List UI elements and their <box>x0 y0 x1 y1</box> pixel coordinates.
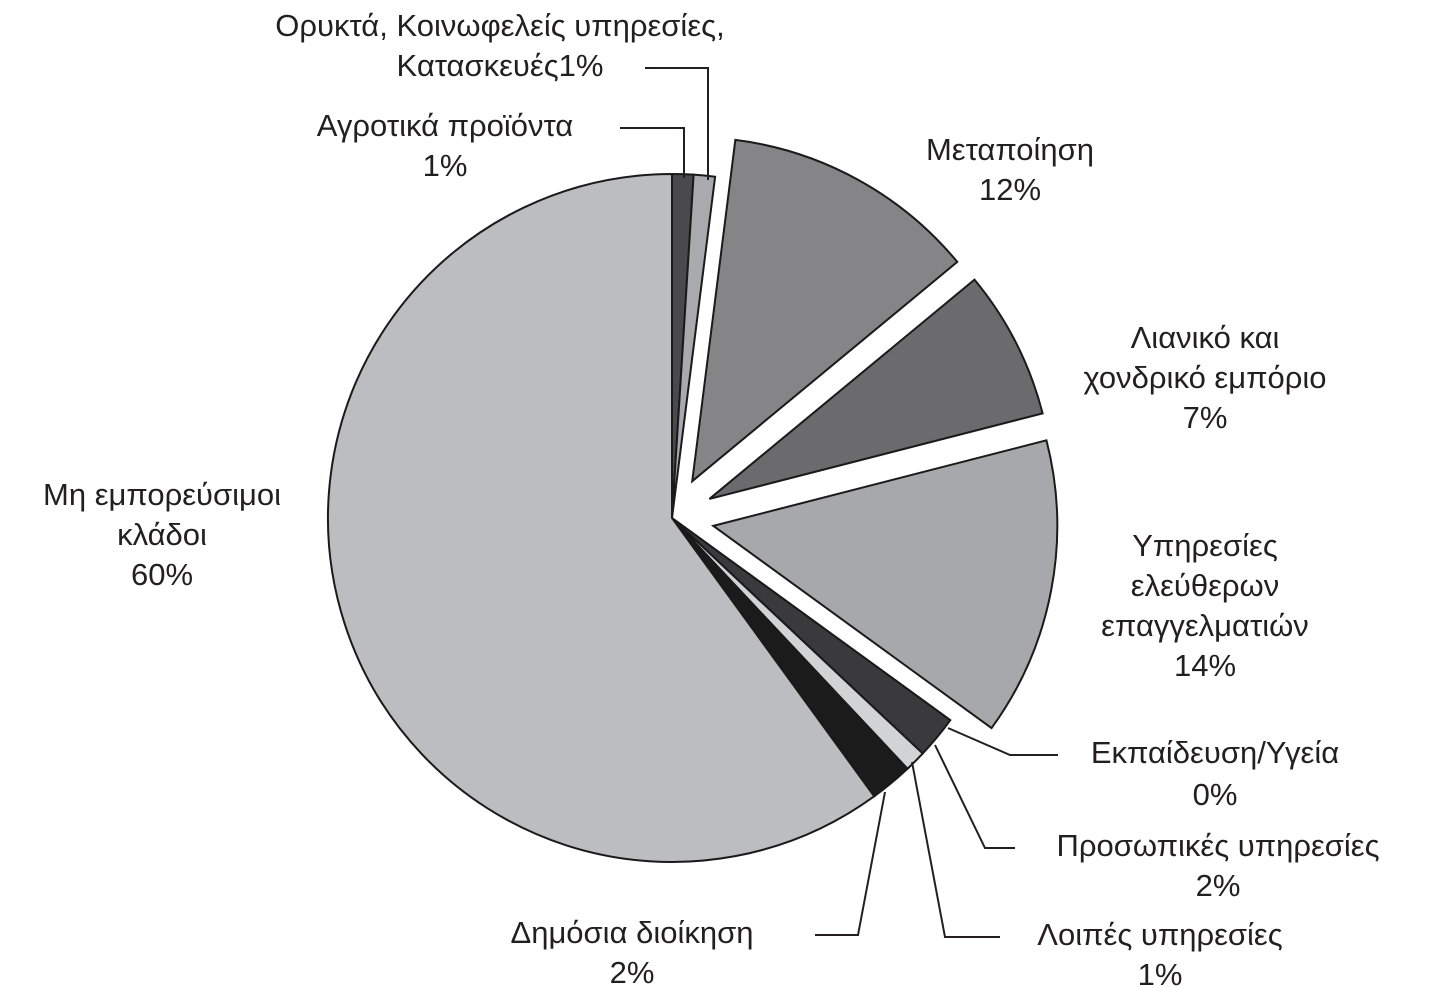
category-label: Δημόσια διοίκηση <box>511 915 754 950</box>
category-label: ελεύθερων <box>1131 568 1280 603</box>
category-label: Μη εμπορεύσιμοι <box>43 477 281 512</box>
leader-line <box>911 761 1000 938</box>
leader-line <box>645 67 709 180</box>
value-label: 60% <box>131 557 193 592</box>
value-label: 12% <box>979 172 1041 207</box>
pie-slice <box>690 138 959 484</box>
value-label: 1% <box>423 148 468 183</box>
value-label: 14% <box>1174 648 1236 683</box>
leader-line <box>815 791 886 936</box>
pie-slice <box>671 173 717 519</box>
value-label: 1% <box>559 48 604 83</box>
leader-line <box>947 727 1058 756</box>
value-label: 2% <box>1196 868 1241 903</box>
category-label: Κατασκευές <box>397 48 559 83</box>
slice-label: Κατασκευές1% <box>397 48 604 83</box>
value-label: 0% <box>1193 777 1238 812</box>
category-label: Εκπαίδευση/Υγεία <box>1091 735 1339 770</box>
category-label: επαγγελματιών <box>1101 608 1309 643</box>
category-label: χονδρικό εμπόριο <box>1083 360 1326 395</box>
leader-line <box>620 127 685 178</box>
category-label: Αγροτικά προϊόντα <box>317 108 574 143</box>
category-label: κλάδοι <box>117 517 207 552</box>
category-label: Λιανικό και <box>1131 320 1280 355</box>
pie-slice <box>708 278 1044 500</box>
category-label: Προσωπικές υπηρεσίες <box>1056 828 1379 863</box>
value-label: 1% <box>1138 957 1183 988</box>
category-label: Υπηρεσίες <box>1132 528 1278 563</box>
category-label: Λοιπές υπηρεσίες <box>1037 917 1282 952</box>
pie-slice <box>710 439 1059 730</box>
category-label: Μεταποίηση <box>926 132 1094 167</box>
leader-line <box>934 744 1015 849</box>
value-label: 7% <box>1183 400 1228 435</box>
pie-slice <box>327 172 876 863</box>
category-label: Ορυκτά, Κοινωφελείς υπηρεσίες, <box>275 8 724 43</box>
value-label: 2% <box>610 955 655 988</box>
